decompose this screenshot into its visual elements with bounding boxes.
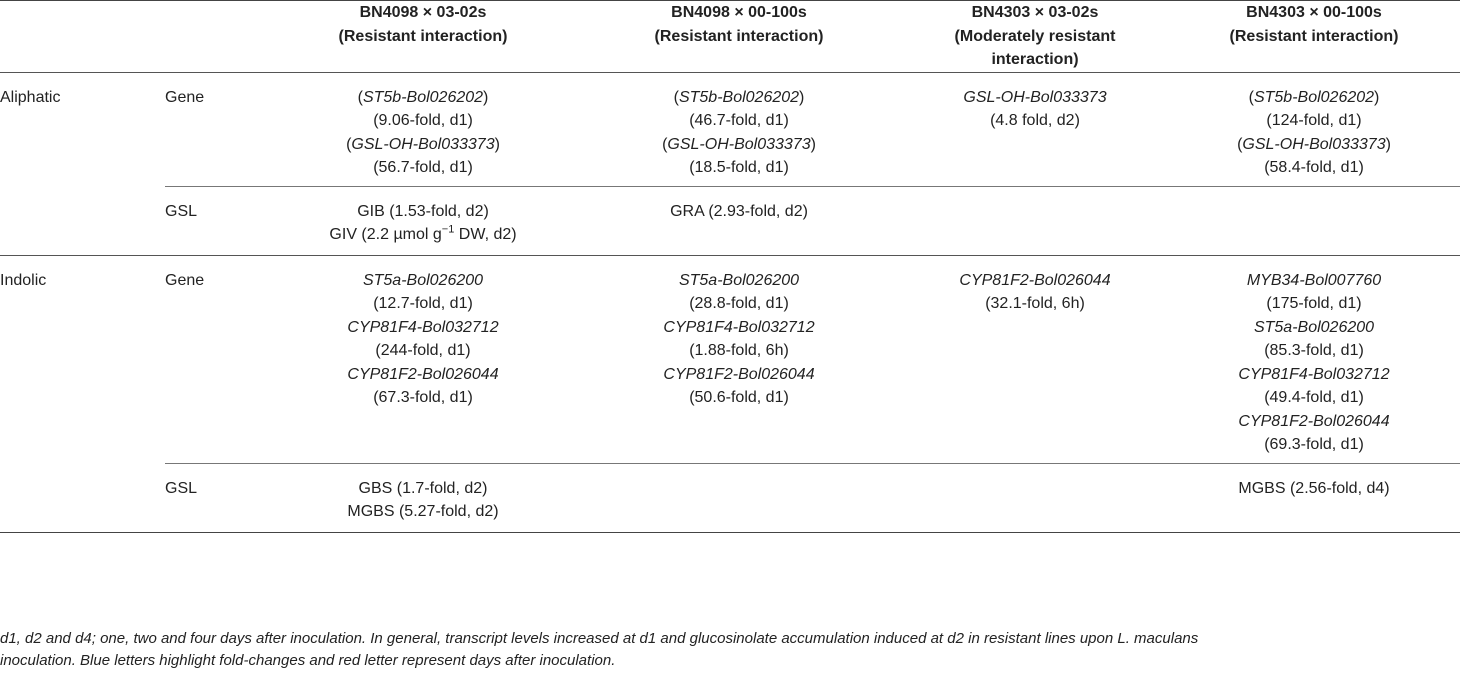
header-empty-cat: [0, 0, 165, 73]
cell: MGBS (2.56-fold, d4): [1168, 463, 1460, 533]
table-row: Aliphatic Gene (ST5b-Bol026202) (9.06-fo…: [0, 72, 1460, 187]
category-aliphatic: Aliphatic: [0, 88, 61, 106]
cell: GSL-OH-Bol033373 (4.8 fold, d2): [902, 72, 1168, 187]
table-row: Indolic Gene ST5a-Bol026200 (12.7-fold, …: [0, 255, 1460, 464]
glucosinolate-table: BN4098 × 03-02s (Resistant interaction) …: [0, 0, 1460, 533]
type-gene: Gene: [165, 255, 270, 464]
category-spacer: [0, 186, 165, 256]
table-footnote: d1, d2 and d4; one, two and four days af…: [0, 628, 1460, 672]
cell: MYB34-Bol007760 (175-fold, d1) ST5a-Bol0…: [1168, 255, 1460, 464]
cell: GBS (1.7-fold, d2) MGBS (5.27-fold, d2): [270, 463, 576, 533]
type-gsl: GSL: [165, 186, 270, 256]
category-spacer: [0, 463, 165, 533]
cell: CYP81F2-Bol026044 (32.1-fold, 6h): [902, 255, 1168, 464]
cell: [902, 463, 1168, 533]
header-row: BN4098 × 03-02s (Resistant interaction) …: [0, 0, 1460, 73]
cell: [576, 463, 902, 533]
header-empty-type: [165, 0, 270, 73]
header-col-3: BN4303 × 03-02s (Moderately resistant in…: [902, 0, 1168, 73]
cell: ST5a-Bol026200 (12.7-fold, d1) CYP81F4-B…: [270, 255, 576, 464]
type-gsl: GSL: [165, 463, 270, 533]
table-row: GSL GBS (1.7-fold, d2) MGBS (5.27-fold, …: [0, 463, 1460, 533]
cell: [902, 186, 1168, 256]
footnote-line-1: d1, d2 and d4; one, two and four days af…: [0, 630, 1199, 647]
category-indolic: Indolic: [0, 271, 47, 289]
header-col-2: BN4098 × 00-100s (Resistant interaction): [576, 0, 902, 73]
cell: (ST5b-Bol026202) (9.06-fold, d1) (GSL-OH…: [270, 72, 576, 187]
type-gene: Gene: [165, 72, 270, 187]
giv-value: GIV (2.2 µmol g−1 DW, d2): [329, 223, 517, 243]
footnote-line-2: inoculation. Blue letters highlight fold…: [0, 652, 616, 669]
cell: (ST5b-Bol026202) (124-fold, d1) (GSL-OH-…: [1168, 72, 1460, 187]
table-row: GSL GIB (1.53-fold, d2) GIV (2.2 µmol g−…: [0, 186, 1460, 256]
cell: [1168, 186, 1460, 256]
cell: ST5a-Bol026200 (28.8-fold, d1) CYP81F4-B…: [576, 255, 902, 464]
cell: GRA (2.93-fold, d2): [576, 186, 902, 256]
cell: (ST5b-Bol026202) (46.7-fold, d1) (GSL-OH…: [576, 72, 902, 187]
header-col-4: BN4303 × 00-100s (Resistant interaction): [1168, 0, 1460, 73]
header-col-1: BN4098 × 03-02s (Resistant interaction): [270, 0, 576, 73]
cell: GIB (1.53-fold, d2) GIV (2.2 µmol g−1 DW…: [270, 186, 576, 256]
